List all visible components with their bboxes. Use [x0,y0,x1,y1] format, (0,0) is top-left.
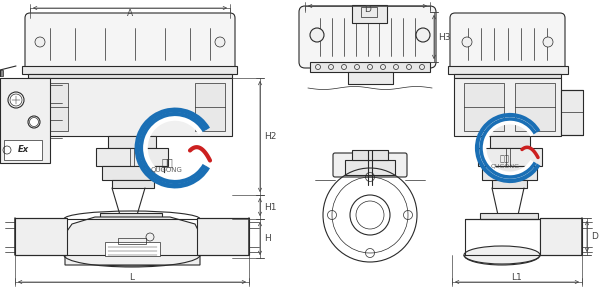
Text: A: A [127,8,133,17]
Text: L1: L1 [512,272,523,281]
Bar [15,218,67,255]
FancyBboxPatch shape [450,13,565,71]
Bar [345,160,395,175]
Bar [102,166,164,180]
Bar [118,238,146,244]
Text: L: L [129,272,134,281]
Text: QUGONG: QUGONG [151,167,183,173]
Text: 渠工: 渠工 [500,154,510,164]
Bar [100,213,162,219]
Bar [454,78,561,136]
Bar [515,83,555,131]
Text: QUGONG: QUGONG [491,164,520,169]
Polygon shape [65,217,200,265]
Bar [105,242,160,256]
Bar [310,62,430,72]
FancyBboxPatch shape [25,13,235,71]
Text: H: H [264,234,271,243]
Bar [197,218,249,255]
Text: H2: H2 [264,132,276,141]
Bar [352,5,387,23]
Circle shape [416,28,430,42]
Bar [96,148,168,166]
Text: Ex: Ex [17,146,28,154]
Bar [195,83,225,131]
FancyBboxPatch shape [333,153,407,177]
Bar [478,148,542,166]
Bar [448,66,568,74]
Bar [361,7,377,17]
Ellipse shape [361,8,377,20]
Bar [490,136,530,148]
Bar [28,78,232,136]
Bar [348,72,393,84]
Text: 渠工: 渠工 [161,157,173,167]
Circle shape [543,37,553,47]
Text: H1: H1 [264,202,276,211]
Ellipse shape [464,246,540,264]
Circle shape [8,92,24,108]
Text: D: D [591,232,598,241]
Bar [561,90,583,135]
Bar [352,150,388,160]
Bar [464,83,504,131]
Ellipse shape [64,244,200,266]
Bar [108,136,156,148]
Bar [4,140,42,160]
Bar [22,66,237,74]
Bar [454,74,561,78]
Bar [112,180,154,188]
Circle shape [310,28,324,42]
Bar [0,78,50,163]
Circle shape [35,37,45,47]
Bar [0,70,3,76]
Bar [482,166,537,180]
Circle shape [462,37,472,47]
Bar [480,213,538,219]
Bar [492,180,527,188]
Text: H3: H3 [438,32,450,41]
Bar [38,83,68,131]
Text: D: D [364,5,371,14]
Bar [28,74,232,78]
Circle shape [28,116,40,128]
Circle shape [215,37,225,47]
Bar [540,218,582,255]
FancyBboxPatch shape [299,6,436,68]
